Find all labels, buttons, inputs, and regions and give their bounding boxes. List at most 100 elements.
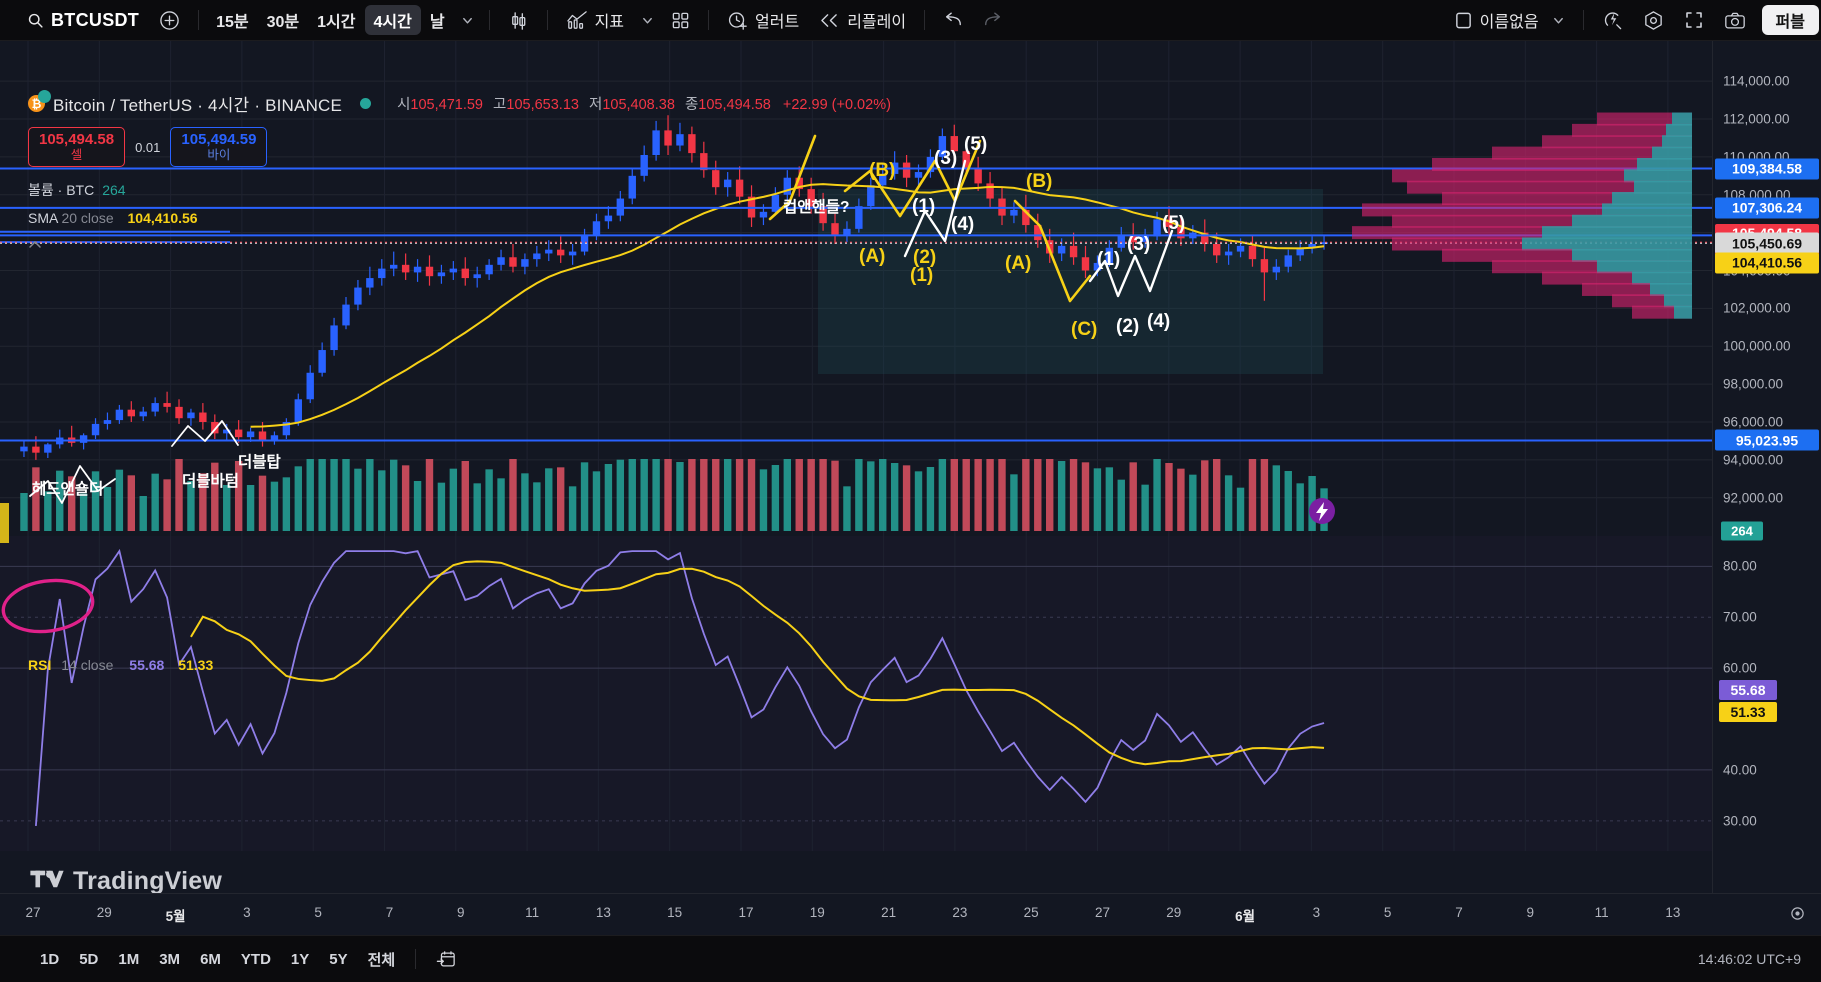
top-toolbar: BTCUSDT 15분 30분 1시간 4시간 날 [0,0,1821,41]
quick-search-button[interactable] [1593,5,1632,35]
high-value: 105,653.13 [506,97,579,113]
timeframe-30분[interactable]: 30분 [266,14,300,31]
timeframe-group: 15분 30분 1시간 4시간 날 [207,0,453,41]
range-전체[interactable]: 전체 [367,951,396,969]
chart-type-button[interactable] [499,5,538,35]
divider [924,10,926,30]
range-5Y[interactable]: 5Y [329,950,348,968]
time-axis-tick: 13 [595,905,611,920]
spread-value: 0.01 [135,139,161,155]
price-axis[interactable]: 114,000.00 112,000.00 110,000.00 108,000.00… [1712,41,1821,893]
price-badge-yellow[interactable]: 104,410.56 [1715,252,1819,274]
price-badge-blue[interactable]: 109,384.58 [1715,158,1819,180]
crosshair-target-icon[interactable] [1790,906,1805,926]
range-1D[interactable]: 1D [40,950,60,968]
candlestick-icon [508,10,529,31]
bitcoin-icon: ₿ [28,90,51,112]
publish-button[interactable]: 퍼블 [1761,5,1819,35]
price-axis-tick: 114,000.00 [1723,73,1790,89]
publish-label: 퍼블 [1775,14,1805,31]
alert-button[interactable]: 얼러트 [718,5,808,35]
divider [1582,10,1584,30]
last-price-marker [1309,498,1335,524]
buy-price: 105,494.59 [181,131,257,148]
range-1Y[interactable]: 1Y [290,950,310,968]
time-axis-tick: 5 [1383,905,1392,920]
rsi-params: 14 close [61,657,114,673]
time-axis-tick: 5 [314,905,322,920]
time-axis-tick: 23 [952,905,968,920]
sma-params: 20 close [61,210,114,226]
rsi-badge-purple[interactable]: 55.68 [1719,680,1777,701]
chart-title: Bitcoin / TetherUS · 4시간 · BINANCE [53,96,343,115]
time-axis[interactable]: 27 29 5월 3 5 7 9 11 13 15 17 19 21 23 25 27 29 6월 3 5 7 9 11 13 [0,893,1821,935]
timeframe-15분[interactable]: 15분 [216,14,249,31]
high-key: 고 [493,97,507,113]
price-axis-tick: 92,000.00 [1723,490,1784,506]
price-axis-tick: 94,000.00 [1723,452,1784,468]
chevron-up-icon[interactable] [28,237,42,252]
plus-circle-icon [159,10,180,31]
hexagon-button[interactable] [1634,5,1673,35]
fullscreen-icon [1684,10,1704,30]
sma-name: SMA [28,210,58,226]
range-1M[interactable]: 1M [118,950,140,968]
range-3M[interactable]: 3M [159,950,181,968]
price-badge-white[interactable]: 105,450.69 [1715,232,1819,254]
range-5D[interactable]: 5D [79,950,99,968]
add-symbol-button[interactable] [150,5,189,35]
volume-badge[interactable]: 264 [1721,521,1763,541]
price-badge-blue[interactable]: 95,023.95 [1715,429,1819,451]
time-axis-tick: 29 [1166,905,1182,920]
layout-name-button[interactable]: 이름없음 [1445,5,1574,35]
timeframe-날[interactable]: 날 [429,14,445,31]
chevron-down-icon [1552,14,1565,27]
open-key: 시 [397,97,411,113]
low-key: 저 [588,97,603,113]
sma-legend[interactable]: SMA 20 close 104,410.56 [28,210,891,226]
rsi-badge-yellow[interactable]: 51.33 [1719,702,1777,723]
volume-value: 264 [102,182,126,198]
rsi-axis-tick: 40.00 [1723,762,1757,778]
sell-button[interactable]: 105,494.58 셀 [28,127,126,167]
price-badge-blue[interactable]: 107,306.24 [1715,197,1819,219]
replay-label: 리플레이 [847,14,907,31]
chart-area[interactable]: ₿ Bitcoin / TetherUS · 4시간 · BINANCE 시10… [0,41,1821,893]
price-axis-tick: 96,000.00 [1723,414,1784,430]
rsi-axis-tick: 70.00 [1723,609,1757,625]
tradingview-watermark: TradingView [30,867,222,893]
rsi-axis-tick: 30.00 [1723,813,1757,829]
chevron-down-icon [641,14,654,27]
time-axis-tick: 11 [525,905,540,920]
time-axis-tick: 11 [1594,905,1609,920]
indicators-caret-button[interactable] [635,5,660,35]
range-6M[interactable]: 6M [200,950,221,968]
templates-button[interactable] [662,5,699,35]
goto-date-button[interactable] [427,945,465,974]
rsi-ma-value: 51.33 [178,657,214,673]
redo-button[interactable] [974,5,1012,35]
price-plot[interactable] [0,41,1712,893]
time-axis-tick: 25 [1023,905,1039,920]
price-axis-tick: 98,000.00 [1723,376,1784,392]
replay-button[interactable]: 리플레이 [810,5,915,35]
fullscreen-button[interactable] [1675,5,1713,35]
indicators-button[interactable]: 지표 [557,5,633,35]
volume-legend[interactable]: 볼륨 · BTC 264 [28,180,891,200]
undo-button[interactable] [934,5,972,35]
timeframe-4시간[interactable]: 4시간 [364,5,421,35]
market-open-dot [360,98,372,109]
snapshot-button[interactable] [1715,5,1755,35]
symbol-search-button[interactable]: BTCUSDT [18,5,148,35]
open-value: 105,471.59 [410,97,483,113]
time-axis-tick: 13 [1665,905,1681,920]
range-YTD[interactable]: YTD [240,950,271,968]
buy-button[interactable]: 105,494.59 바이 [170,127,268,167]
timeframe-1시간[interactable]: 1시간 [317,14,356,31]
rewind-icon [819,12,840,29]
camera-icon [1724,11,1746,30]
alert-label: 얼러트 [755,14,800,31]
undo-arrow-icon [943,11,963,29]
timeframe-more-button[interactable] [455,5,480,35]
rsi-legend[interactable]: RSI 14 close 55.68 51.33 [28,657,213,673]
